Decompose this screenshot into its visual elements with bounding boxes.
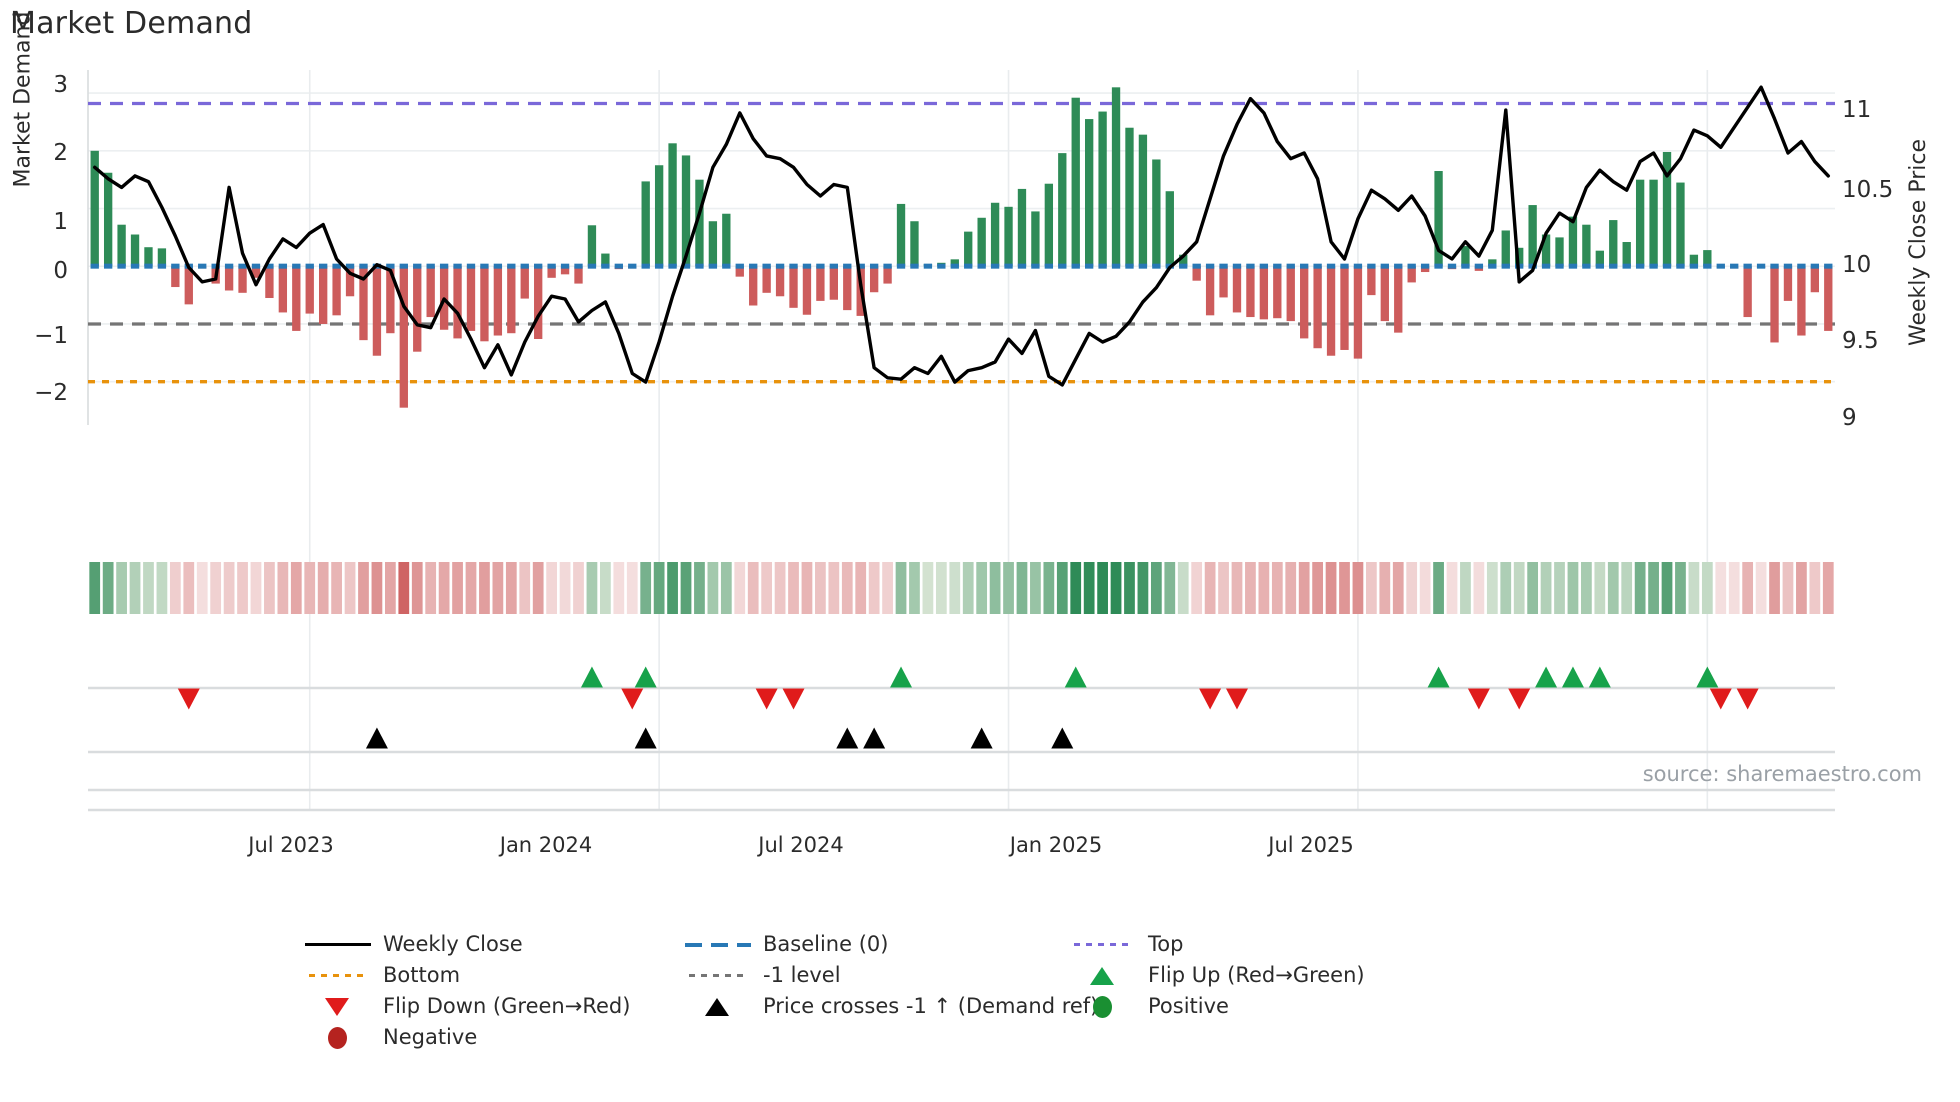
negative-dot-icon bbox=[305, 1026, 371, 1049]
legend-item-baseline[interactable]: Baseline (0) bbox=[685, 928, 1070, 959]
y-tick-left-1: 1 bbox=[53, 209, 68, 235]
legend-item-negative[interactable]: Negative bbox=[305, 1021, 685, 1052]
baseline-line-icon bbox=[685, 933, 751, 955]
x-tick-jul-2023: Jul 2023 bbox=[248, 833, 334, 857]
positive-dot-icon bbox=[1070, 995, 1136, 1018]
legend-item-weekly-close[interactable]: Weekly Close bbox=[305, 928, 685, 959]
legend-item-top[interactable]: Top bbox=[1070, 928, 1490, 959]
legend-item-flip-down[interactable]: Flip Down (Green→Red) bbox=[305, 990, 685, 1021]
source-attribution: source: sharemaestro.com bbox=[1642, 762, 1922, 786]
legend-label: Flip Up (Red→Green) bbox=[1148, 962, 1365, 987]
legend-label: Weekly Close bbox=[383, 931, 523, 956]
x-tick-jul-2025: Jul 2025 bbox=[1268, 833, 1354, 857]
legend-item-price-crosses[interactable]: Price crosses -1 ↑ (Demand ref) bbox=[685, 990, 1098, 1021]
legend-label: Bottom bbox=[383, 962, 461, 987]
y-tick-left-minus2: −2 bbox=[34, 380, 68, 406]
legend-label: Top bbox=[1148, 931, 1184, 956]
x-tick-jan-2024: Jan 2024 bbox=[499, 833, 593, 857]
y-tick-right-11: 11 bbox=[1842, 97, 1872, 123]
y-tick-left-0: 0 bbox=[53, 258, 68, 284]
x-tick-jan-2025: Jan 2025 bbox=[1009, 833, 1103, 857]
y-axis-right-title: Weekly Close Price bbox=[1906, 139, 1931, 346]
minus-one-line-icon bbox=[685, 964, 751, 986]
triangle-up-icon bbox=[1070, 964, 1136, 986]
legend-label: Negative bbox=[383, 1024, 478, 1049]
y-tick-right-10: 10 bbox=[1842, 252, 1872, 278]
y-tick-left-3: 3 bbox=[53, 72, 68, 98]
chart-legend: Weekly Close Baseline (0) Top Bottom -1 … bbox=[305, 928, 1725, 1052]
legend-item-minus-one-level[interactable]: -1 level bbox=[685, 959, 1070, 990]
legend-label: Price crosses -1 ↑ (Demand ref) bbox=[763, 993, 1099, 1018]
triangle-down-icon bbox=[305, 995, 371, 1017]
legend-label: Baseline (0) bbox=[763, 931, 889, 956]
y-tick-left-2: 2 bbox=[53, 140, 68, 166]
page-title: Market Demand bbox=[10, 6, 253, 41]
legend-label: Positive bbox=[1148, 993, 1229, 1018]
bottom-line-icon bbox=[305, 964, 371, 986]
weekly-close-line-icon bbox=[305, 933, 371, 955]
top-line-icon bbox=[1070, 933, 1136, 955]
x-tick-jul-2024: Jul 2024 bbox=[758, 833, 844, 857]
y-tick-right-105: 10.5 bbox=[1842, 177, 1894, 203]
legend-item-flip-up[interactable]: Flip Up (Red→Green) bbox=[1070, 959, 1490, 990]
y-tick-right-9: 9 bbox=[1842, 405, 1857, 431]
y-tick-right-95: 9.5 bbox=[1842, 328, 1879, 354]
legend-label: Flip Down (Green→Red) bbox=[383, 993, 631, 1018]
triangle-up-black-icon bbox=[685, 995, 751, 1017]
legend-label: -1 level bbox=[763, 962, 841, 987]
legend-item-bottom[interactable]: Bottom bbox=[305, 959, 685, 990]
y-tick-left-minus1: −1 bbox=[34, 323, 68, 349]
legend-item-positive[interactable]: Positive bbox=[1070, 990, 1490, 1021]
